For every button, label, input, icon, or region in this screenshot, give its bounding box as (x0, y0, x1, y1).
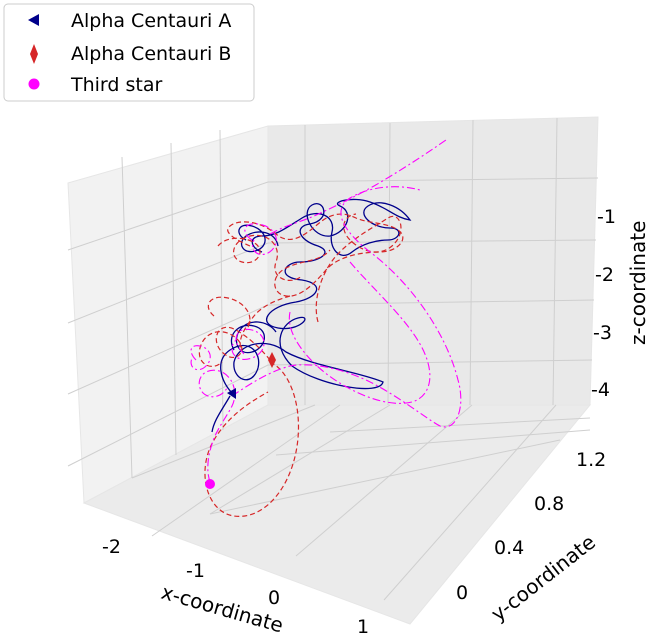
legend-label-alpha-a: Alpha Centauri A (71, 10, 231, 32)
grid-line (387, 122, 391, 406)
x-tick-label: -2 (102, 536, 121, 558)
grid-line (67, 364, 269, 467)
grid-line (267, 239, 597, 244)
grid-line (209, 404, 391, 515)
z-tick-label: -1 (597, 206, 616, 228)
legend: Alpha Centauri A Alpha Centauri B Third … (3, 3, 255, 102)
x-tick-label: 0 (268, 587, 280, 609)
trajectory-third-star (288, 261, 431, 404)
grid-line (552, 117, 558, 406)
legend-box (3, 3, 255, 102)
trajectory-alpha-b (217, 234, 303, 281)
legend-marker-alpha-b (30, 44, 38, 64)
trajectory-alpha-b (315, 213, 402, 323)
start-markers (205, 352, 276, 489)
grid-line (267, 299, 595, 306)
grid-line (67, 181, 269, 251)
trajectory-third-star (244, 223, 277, 255)
z-tick-label: -2 (595, 264, 614, 286)
x-axis-label: x-coordinate (159, 580, 286, 638)
legend-label-third-star: Third star (70, 74, 162, 96)
trajectory-alpha-b (198, 326, 271, 367)
marker-alpha-a (227, 388, 236, 399)
legend-label-alpha-b: Alpha Centauri B (71, 43, 231, 65)
y-tick-label: 0.8 (534, 493, 564, 515)
x-tick-label: 1 (357, 616, 369, 638)
trajectory-third-star (269, 139, 447, 235)
grid-line (170, 142, 177, 456)
grid-line (209, 439, 561, 515)
trajectory-third-star (198, 369, 236, 483)
z-axis-label: z-coordinate (626, 221, 649, 345)
pane-back (267, 116, 599, 406)
legend-marker-third-star (28, 78, 40, 90)
grid-line (267, 177, 599, 183)
grid-line (275, 429, 591, 456)
trajectories (190, 139, 462, 517)
trajectory-alpha-a (238, 224, 279, 253)
trajectory-alpha-b (204, 361, 300, 517)
marker-alpha-b (268, 352, 276, 368)
z-tick-label: -4 (591, 379, 610, 401)
y-tick-label: 0.4 (494, 537, 524, 559)
grid-line (383, 404, 557, 601)
trajectory-alpha-b (239, 295, 291, 353)
trajectory-alpha-b (227, 213, 404, 297)
grid-line (151, 404, 341, 537)
grid-line (131, 404, 316, 479)
trajectory-alpha-b (207, 296, 251, 331)
grid-line (469, 119, 474, 406)
y-tick-label: 1.2 (576, 449, 606, 471)
grid-line (67, 304, 269, 395)
trajectory-alpha-a (220, 198, 412, 394)
legend-marker-alpha-a (28, 14, 39, 26)
trajectory-third-star (190, 345, 211, 371)
pane-floor (82, 404, 592, 625)
x-tick-label: -1 (186, 560, 205, 582)
y-tick-label: 0 (456, 582, 468, 604)
grid-line (267, 359, 593, 366)
marker-third-star (205, 479, 215, 489)
grid-line (329, 417, 591, 433)
grid-line (121, 156, 133, 479)
grid-line (219, 129, 224, 431)
trajectory-alpha-a (211, 395, 231, 433)
grid-line (295, 404, 473, 557)
z-tick-label: -3 (593, 322, 612, 344)
trajectory-third-star (231, 328, 265, 360)
grid-lines (67, 117, 599, 601)
